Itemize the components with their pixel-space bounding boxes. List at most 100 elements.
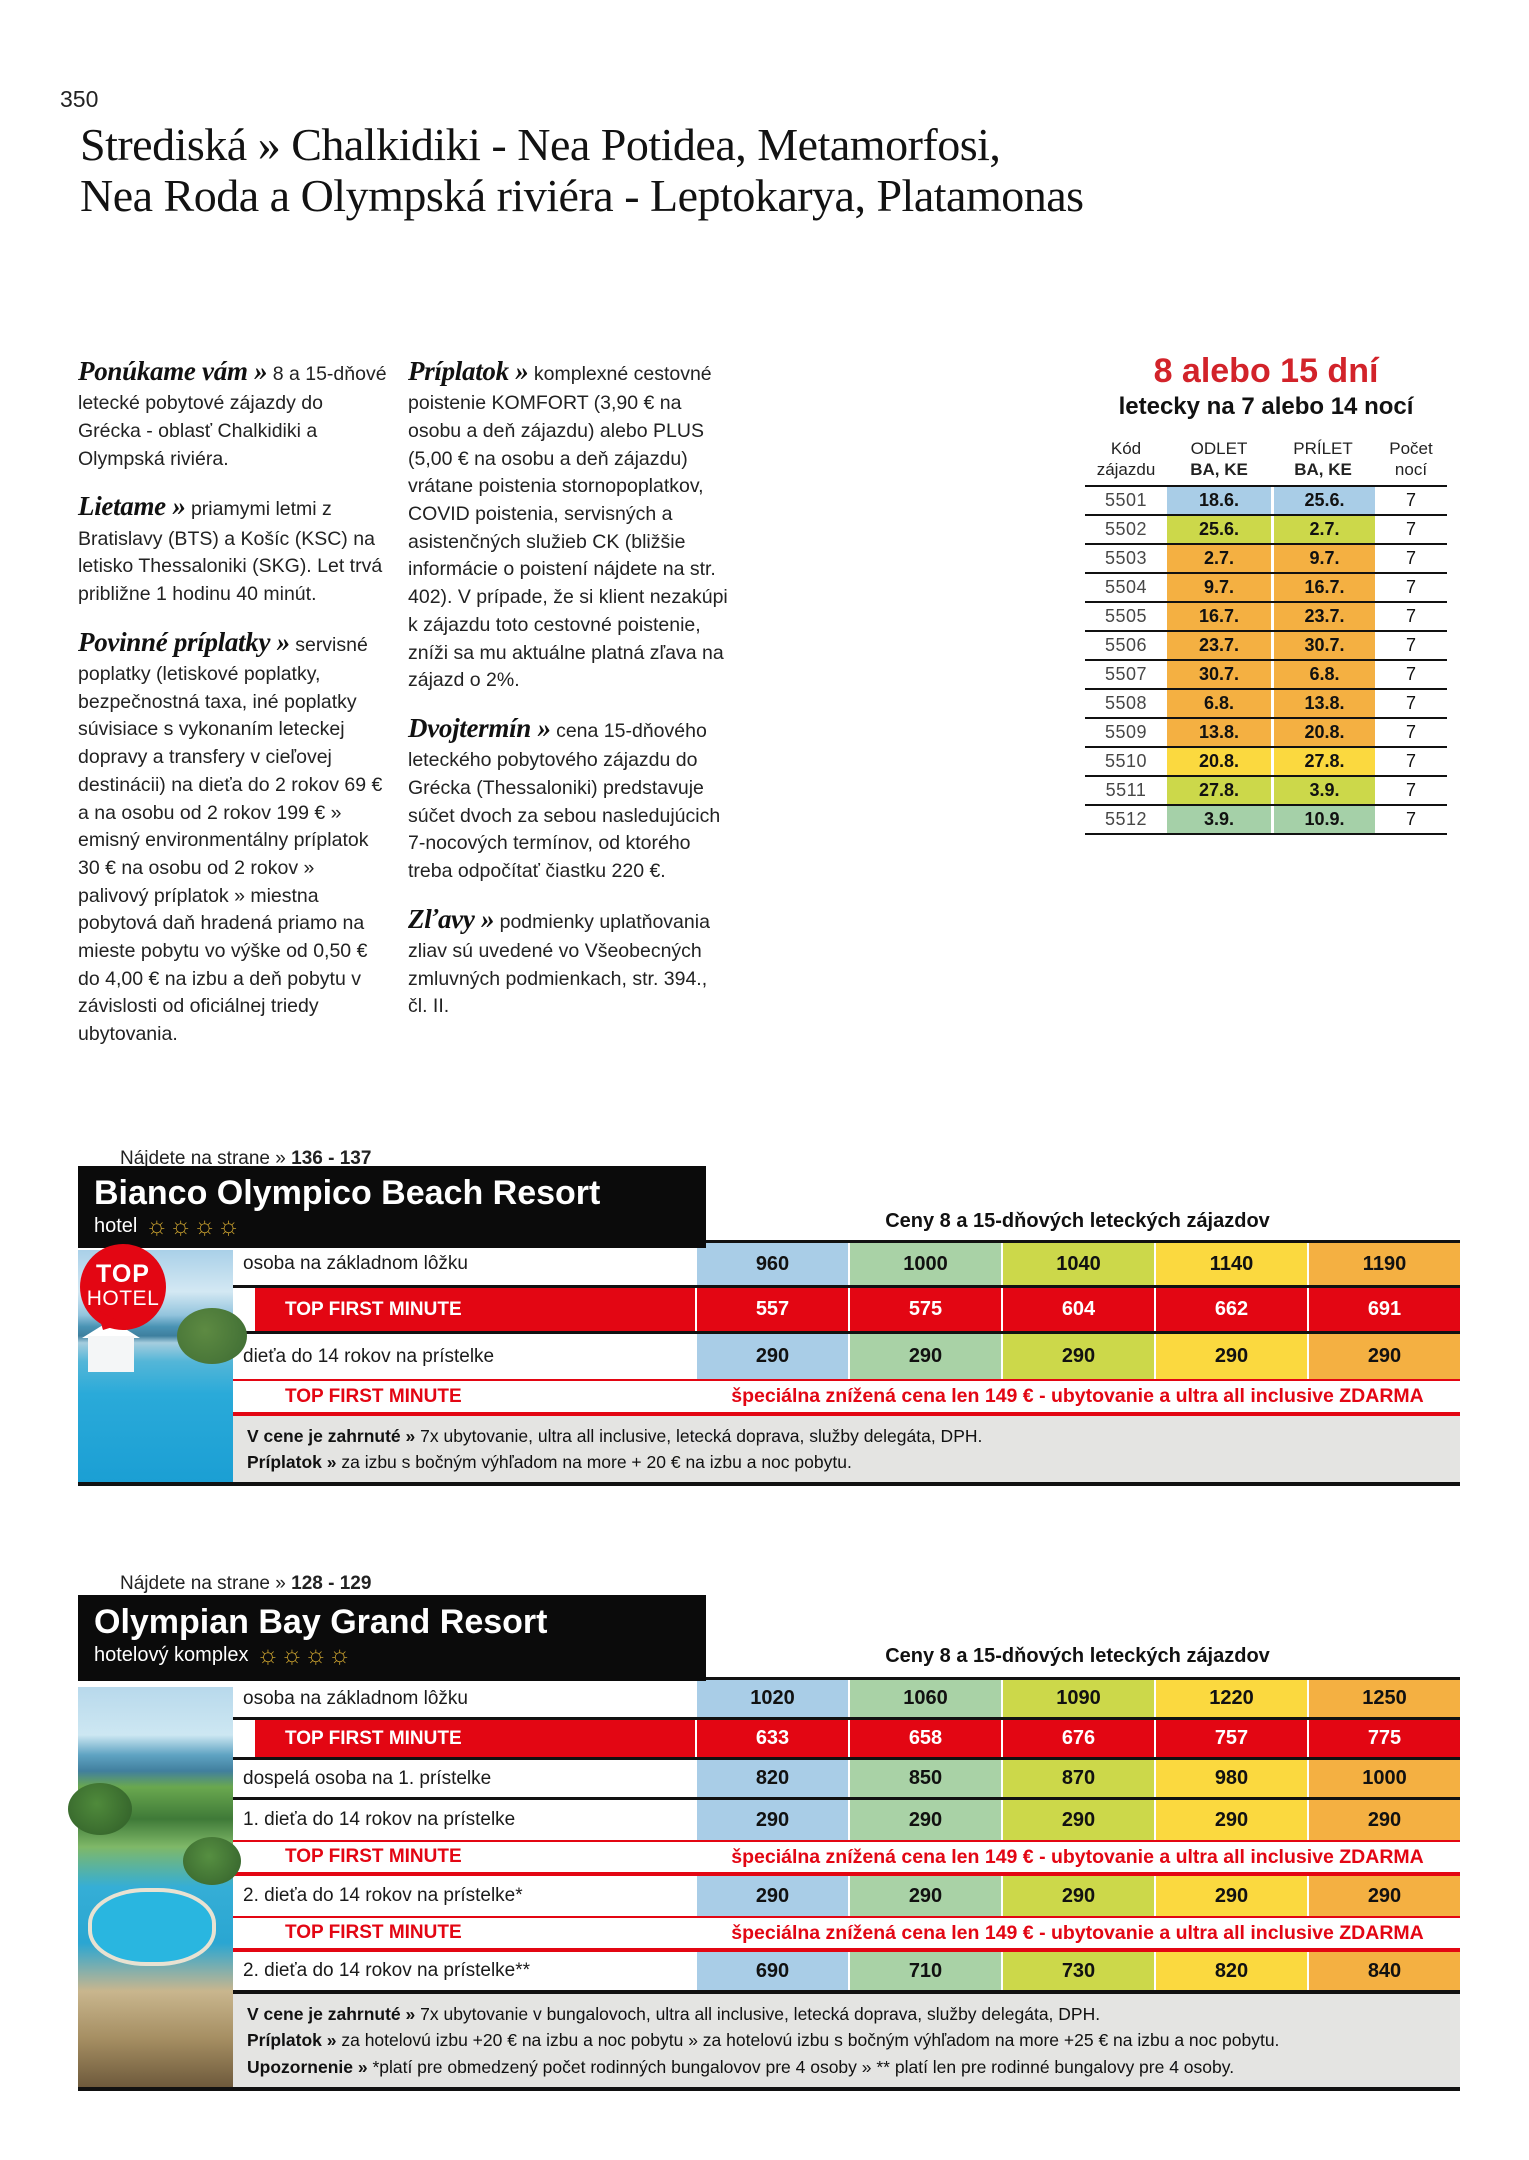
price-table: osoba na základnom lôžku 1020 1060 1090 1220… [233,1677,1460,2087]
sun-icon: ☼ [280,1640,304,1669]
page-title-line1: Strediská » Chalkidiki - Nea Potidea, Me… [80,119,1001,170]
price-row-label: dieťa do 14 rokov na prístelke [233,1334,695,1379]
price-row-label: 1. dieťa do 14 rokov na prístelke [233,1800,695,1840]
price-value: 1140 [1154,1243,1307,1285]
sun-icon: ☼ [328,1640,352,1669]
special-offer-row: TOP FIRST MINUTE špeciálna znížená cena l… [233,1379,1460,1416]
intro-paragraph: Povinné príplatky » servisné poplatky (l… [78,623,390,1049]
flight-row: 5505 16.7. 23.7. 7 [1085,603,1447,632]
price-table-rows: osoba na základnom lôžku 960 1000 1040 1140 1… [233,1243,1460,1416]
tour-code: 5502 [1104,519,1148,539]
nights-count: 7 [1405,635,1416,655]
price-row: 2. dieťa do 14 rokov na prístelke** 690 71… [233,1952,1460,1994]
price-value: 1020 [695,1680,848,1717]
arrival-date: 9.7. [1271,545,1375,572]
hotel-name: Olympian Bay Grand Resort [94,1603,548,1641]
flight-row: 5508 6.8. 13.8. 7 [1085,690,1447,719]
note-head: Príplatok » [247,1452,342,1473]
departure-date: 18.6. [1167,487,1271,514]
departure-date: 13.8. [1167,719,1271,746]
paragraph-lead: Ponúkame vám » [78,356,268,386]
special-offer-row: TOP FIRST MINUTE špeciálna znížená cena l… [233,1840,1460,1876]
page-title-line2: Nea Roda a Olympská riviéra - Leptokarya… [80,169,1084,221]
hotel-name: Bianco Olympico Beach Resort [94,1174,601,1212]
paragraph-lead: Príplatok » [408,356,529,386]
paragraph-lead: Zľavy » [408,903,495,934]
arrival-date: 30.7. [1271,632,1375,659]
sun-icon: ☼ [256,1640,280,1669]
top-first-minute-value: 633 [695,1720,848,1757]
price-value: 290 [848,1800,1001,1840]
price-value: 1000 [1307,1760,1460,1797]
top-first-minute-value: 691 [1307,1288,1460,1331]
price-row: 2. dieťa do 14 rokov na prístelke* 290 290… [233,1876,1460,1916]
paragraph-lead: Povinné príplatky » [78,626,290,657]
paragraph-body: podmienky uplatňovania zliav sú uvedené … [408,910,710,1018]
flight-row: 5501 18.6. 25.6. 7 [1085,487,1447,516]
price-value: 820 [695,1760,848,1797]
tour-code: 5508 [1104,693,1148,713]
arrival-date: 2.7. [1271,516,1375,543]
arrival-date: 10.9. [1271,806,1375,833]
price-value: 290 [848,1876,1001,1916]
top-hotel-badge: TOP HOTEL [80,1244,166,1330]
price-notes: V cene je zahrnuté » 7x ubytovanie v bun… [233,1994,1460,2087]
note-head: Príplatok » [247,2030,342,2051]
hotel-name-banner: Bianco Olympico Beach Resort hotel ☼ ☼ ☼ ☼ [78,1166,706,1248]
special-offer-text: špeciálna znížená cena len 149 € - ubyto… [731,1921,1424,1944]
price-value: 290 [1001,1800,1154,1840]
price-value: 690 [695,1952,848,1990]
flight-table-header: Kód zájazdu ODLET BA, KE PRÍLET BA, KE P… [1085,435,1447,487]
price-row: dospelá osoba na 1. prístelke 820 850 870 98… [233,1760,1460,1800]
price-table-rows: osoba na základnom lôžku 1020 1060 1090 1220… [233,1680,1460,1994]
flight-schedule-title: 8 alebo 15 dní [1153,352,1379,390]
departure-date: 20.8. [1167,748,1271,775]
arrival-date: 25.6. [1271,487,1375,514]
arrival-date: 27.8. [1271,748,1375,775]
paragraph-lead: Lietame » [78,491,186,522]
special-offer-text: špeciálna znížená cena len 149 € - ubyto… [731,1845,1424,1868]
price-value: 290 [1001,1334,1154,1379]
nights-count: 7 [1405,809,1416,829]
tour-code: 5509 [1104,722,1148,742]
hotel-name-banner: Olympian Bay Grand Resort hotelový kompl… [78,1595,706,1681]
price-row: osoba na základnom lôžku 960 1000 1040 1140 1… [233,1243,1460,1288]
intro-paragraph: Zľavy » podmienky uplatňovania zliav sú … [408,900,728,1021]
hotel-category: hotel [94,1214,138,1237]
tour-code: 5501 [1104,490,1148,510]
note-line: V cene je zahrnuté » 7x ubytovanie, ultr… [247,1423,1446,1449]
notch [233,1720,255,1757]
departure-date: 16.7. [1167,603,1271,630]
top-first-minute-value: 604 [1001,1288,1154,1331]
header-nights: Počet nocí [1389,438,1433,479]
top-first-minute-label: TOP FIRST MINUTE [285,1298,462,1320]
flight-row: 5506 23.7. 30.7. 7 [1085,632,1447,661]
price-value: 1190 [1307,1243,1460,1285]
section-divider [78,2087,1460,2091]
tour-code: 5504 [1104,577,1148,597]
flight-row: 5511 27.8. 3.9. 7 [1085,777,1447,806]
arrival-date: 6.8. [1271,661,1375,688]
price-value: 290 [1154,1334,1307,1379]
note-text: 7x ubytovanie, ultra all inclusive, lete… [420,1426,983,1446]
departure-date: 6.8. [1167,690,1271,717]
top-first-minute-row: TOP FIRST MINUTE 557 575 604 662 691 [233,1288,1460,1334]
price-value: 290 [1307,1876,1460,1916]
price-table-header: Ceny 8 a 15-dňových leteckých zájazdov [885,1645,1270,1667]
sun-icon: ☼ [217,1211,241,1240]
paragraph-lead: Dvojtermín » [408,712,551,743]
hotel-category: hotelový komplex [94,1643,249,1666]
flight-row: 5502 25.6. 2.7. 7 [1085,516,1447,545]
sun-icon: ☼ [304,1640,328,1669]
nights-count: 7 [1405,751,1416,771]
price-value: 820 [1154,1952,1307,1990]
departure-date: 27.8. [1167,777,1271,804]
sun-icon: ☼ [145,1211,169,1240]
pool [92,1892,212,1962]
nights-count: 7 [1405,722,1416,742]
special-offer-label: TOP FIRST MINUTE [285,1922,462,1943]
page-number: 350 [60,86,99,112]
tour-code: 5510 [1104,751,1148,771]
flight-row: 5503 2.7. 9.7. 7 [1085,545,1447,574]
